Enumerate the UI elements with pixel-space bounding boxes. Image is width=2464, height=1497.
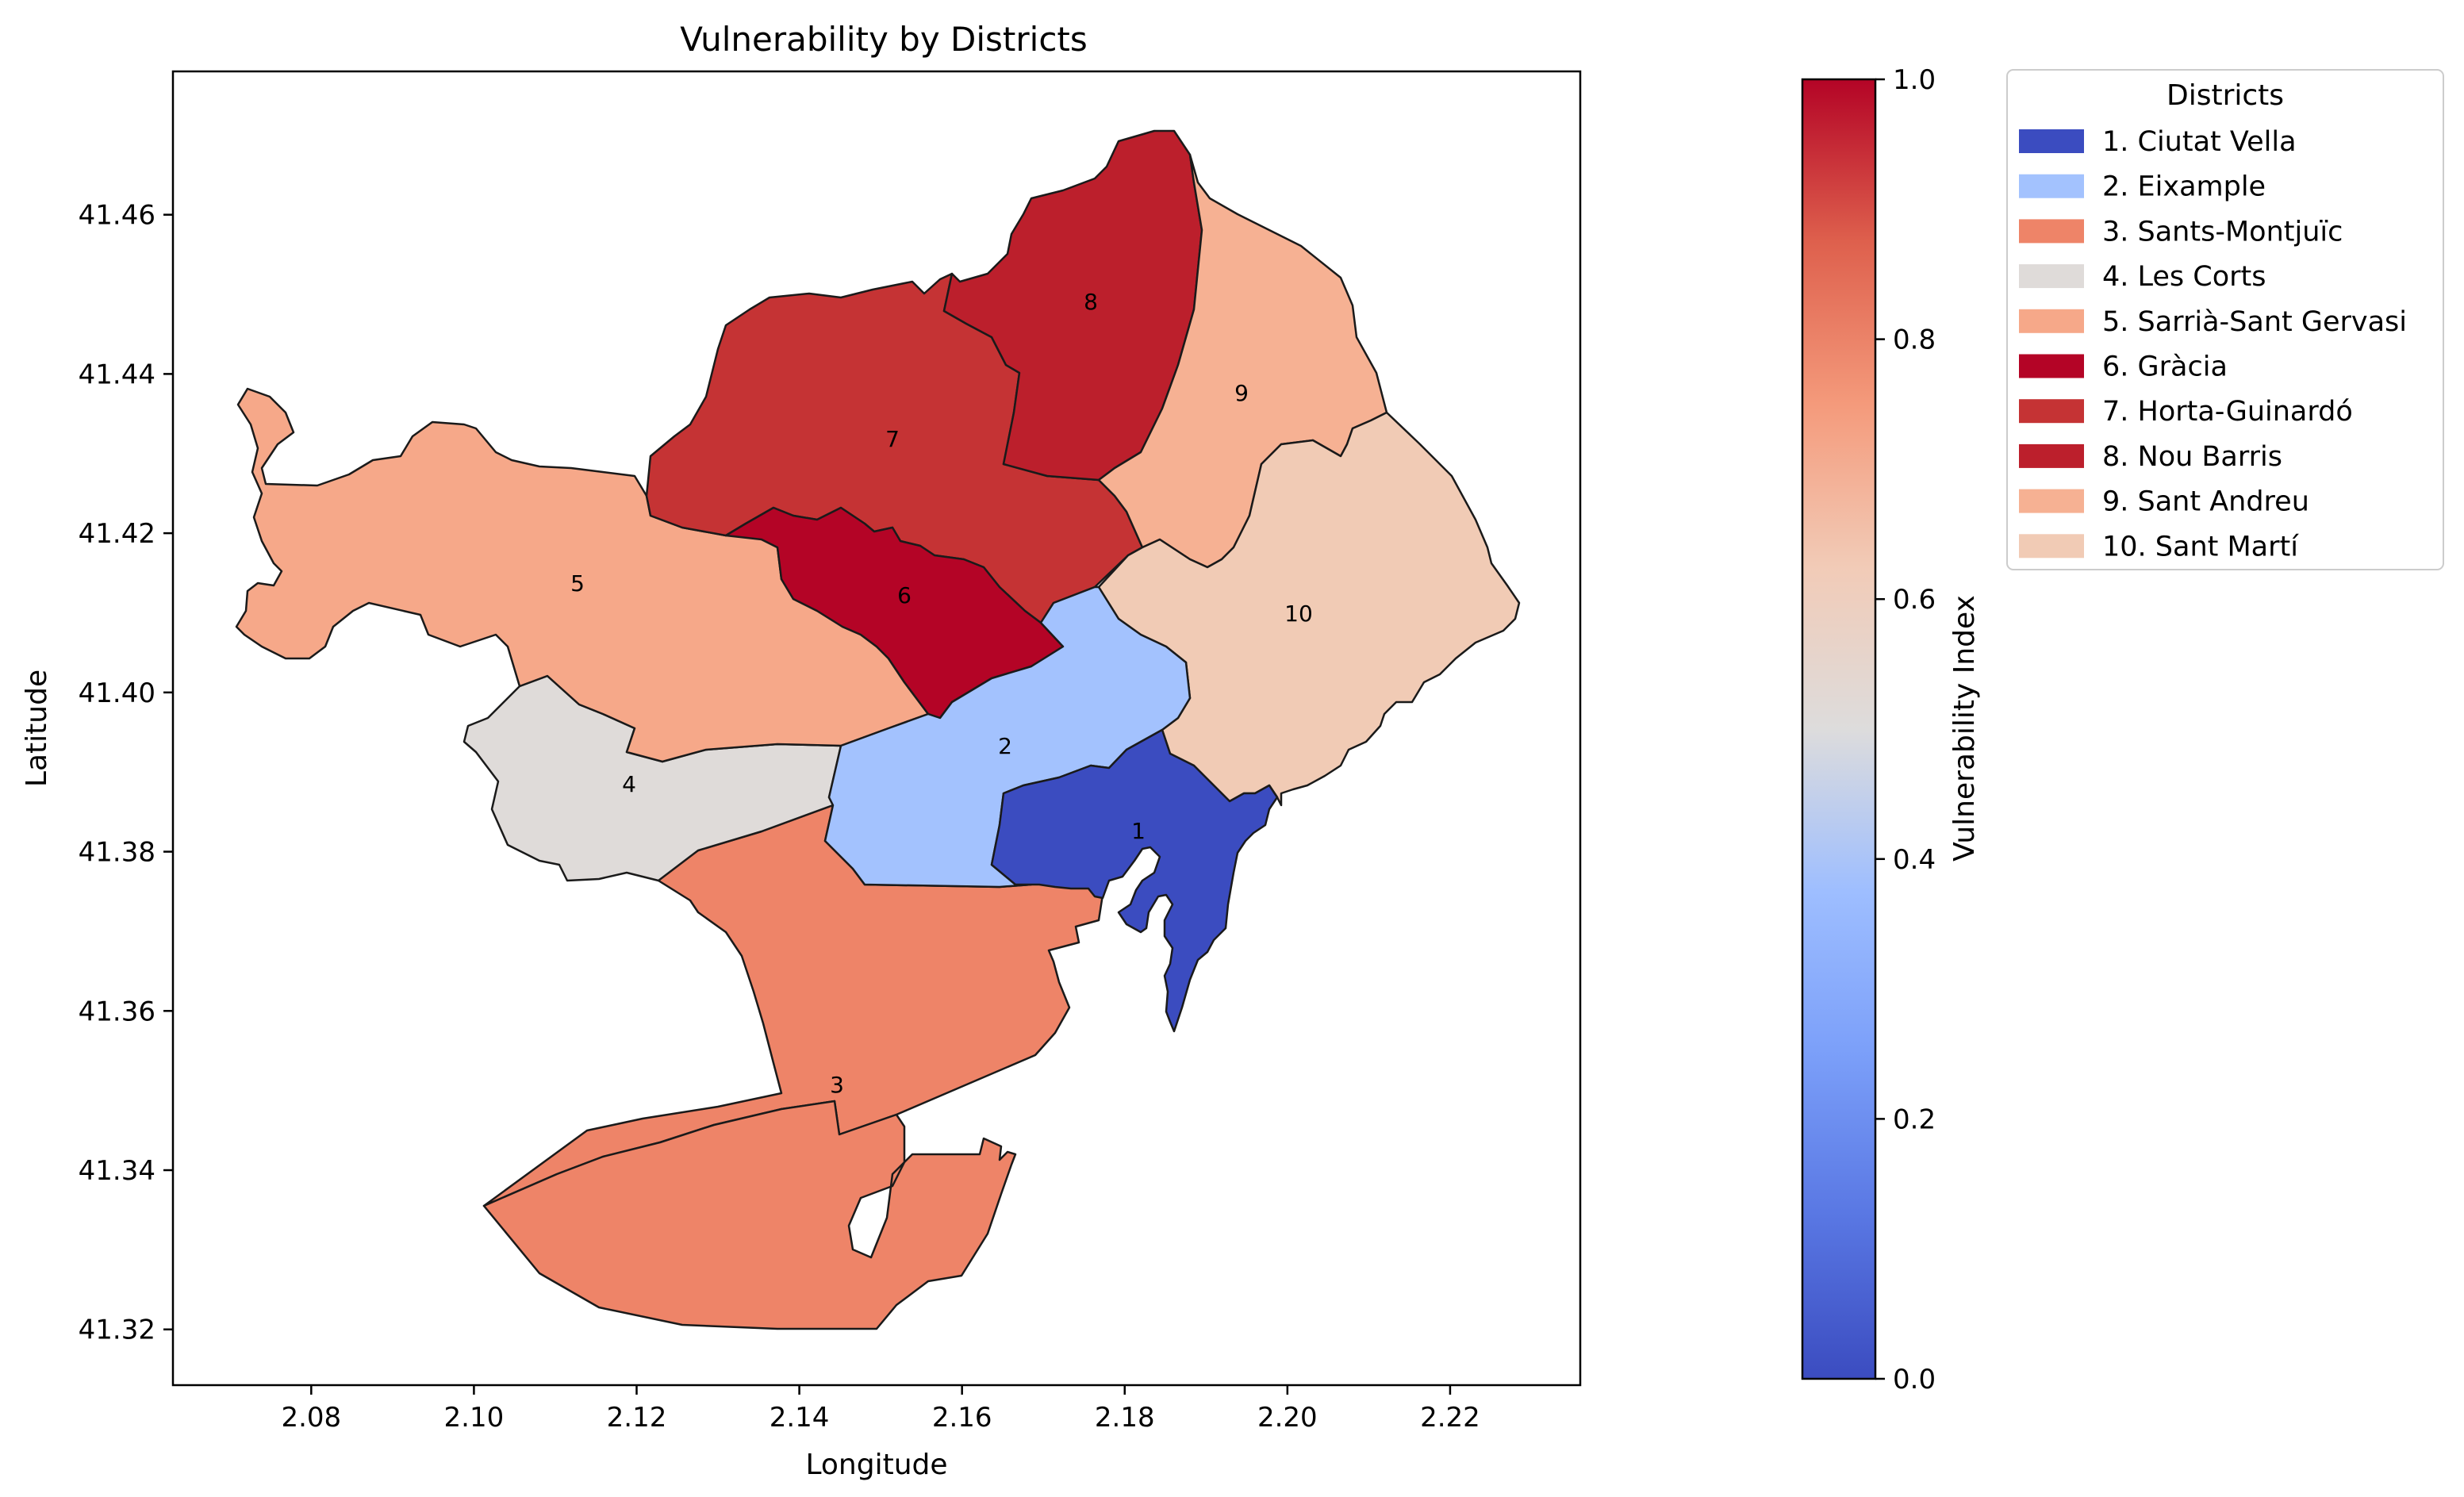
y-tick-label: 41.42 bbox=[79, 518, 155, 550]
district-label-5: 5 bbox=[570, 570, 585, 597]
district-3-port-zone[interactable] bbox=[482, 1100, 1017, 1330]
y-tick-label: 41.44 bbox=[79, 359, 155, 390]
x-tick-label: 2.10 bbox=[444, 1402, 505, 1434]
y-tick-label: 41.36 bbox=[79, 996, 155, 1027]
chart-title: Vulnerability by Districts bbox=[680, 20, 1088, 59]
district-1-ciutat-vella[interactable] bbox=[990, 728, 1279, 1033]
district-labels: 1 2 3 4 5 6 7 8 9 10 bbox=[570, 289, 1313, 1098]
district-label-4: 4 bbox=[622, 771, 636, 797]
colorbar-ticks: 0.0 0.2 0.4 0.6 0.8 1.0 bbox=[1875, 64, 1936, 1395]
legend-swatch-9 bbox=[2019, 489, 2084, 513]
district-label-8: 8 bbox=[1084, 289, 1098, 315]
legend-title: Districts bbox=[2167, 79, 2284, 112]
legend-swatch-8 bbox=[2019, 443, 2084, 468]
x-tick-label: 2.18 bbox=[1095, 1402, 1155, 1434]
district-label-7: 7 bbox=[885, 426, 900, 452]
legend-swatch-3 bbox=[2019, 219, 2084, 244]
legend-entry-1: 1. Ciutat Vella bbox=[2102, 126, 2297, 158]
x-tick-label: 2.16 bbox=[932, 1402, 992, 1434]
x-tick-label: 2.20 bbox=[1257, 1402, 1318, 1434]
legend-entry-3: 3. Sants-Montjuïc bbox=[2102, 216, 2343, 248]
y-axis-label: Latitude bbox=[21, 670, 53, 787]
legend-box bbox=[2006, 69, 2444, 570]
x-tick-label: 2.22 bbox=[1420, 1402, 1480, 1434]
legend-entry-9: 9. Sant Andreu bbox=[2102, 486, 2309, 518]
legend-entry-7: 7. Horta-Guinardó bbox=[2102, 396, 2353, 428]
legend-entry-2: 2. Eixample bbox=[2102, 171, 2266, 203]
legend-swatch-6 bbox=[2019, 354, 2084, 378]
colorbar bbox=[1801, 78, 1877, 1380]
colorbar-label: Vulnerability Index bbox=[1948, 595, 1981, 862]
legend-swatch-7 bbox=[2019, 399, 2084, 424]
legend-entry-6: 6. Gràcia bbox=[2102, 351, 2228, 383]
x-tick-label: 2.08 bbox=[281, 1402, 341, 1434]
y-tick-label: 41.46 bbox=[79, 200, 155, 232]
legend-swatch-10 bbox=[2019, 534, 2084, 558]
colorbar-tick-label: 0.2 bbox=[1893, 1104, 1936, 1135]
district-map bbox=[235, 129, 1521, 1330]
y-tick-label: 41.40 bbox=[79, 677, 155, 709]
colorbar-tick-label: 0.4 bbox=[1893, 844, 1936, 876]
legend: Districts 1. Ciutat Vella 2. Eixample 3. S… bbox=[2006, 69, 2444, 570]
district-label-3: 3 bbox=[830, 1072, 844, 1098]
district-label-6: 6 bbox=[897, 582, 912, 608]
colorbar-tick-label: 0.0 bbox=[1893, 1364, 1936, 1395]
district-label-9: 9 bbox=[1234, 380, 1249, 406]
y-tick-label: 41.38 bbox=[79, 837, 155, 869]
legend-entry-10: 10. Sant Martí bbox=[2102, 531, 2299, 562]
legend-swatch-4 bbox=[2019, 264, 2084, 289]
colorbar-tick-label: 0.8 bbox=[1893, 324, 1936, 356]
legend-items: 1. Ciutat Vella 2. Eixample 3. Sants-Montj… bbox=[2019, 126, 2407, 562]
district-label-2: 2 bbox=[998, 733, 1012, 759]
legend-entry-4: 4. Les Corts bbox=[2102, 261, 2266, 293]
plot-frame bbox=[171, 70, 1582, 1387]
colorbar-tick-label: 1.0 bbox=[1893, 64, 1936, 96]
x-tick-label: 2.14 bbox=[770, 1402, 830, 1434]
y-tick-label: 41.32 bbox=[79, 1315, 155, 1346]
legend-swatch-1 bbox=[2019, 129, 2084, 153]
district-label-10: 10 bbox=[1284, 601, 1313, 627]
y-tick-label: 41.34 bbox=[79, 1155, 155, 1187]
legend-swatch-2 bbox=[2019, 174, 2084, 198]
x-axis-label: Longitude bbox=[805, 1449, 947, 1481]
colorbar-tick-label: 0.6 bbox=[1893, 584, 1936, 616]
legend-swatch-5 bbox=[2019, 309, 2084, 333]
x-tick-label: 2.12 bbox=[607, 1402, 667, 1434]
y-axis-ticks: 41.32 41.34 41.36 41.38 41.40 41.42 41.44 41.46 bbox=[79, 200, 173, 1346]
legend-entry-8: 8. Nou Barris bbox=[2102, 441, 2282, 473]
legend-entry-5: 5. Sarrià-Sant Gervasi bbox=[2102, 306, 2407, 338]
x-axis-ticks: 2.08 2.10 2.12 2.14 2.16 2.18 2.20 2.22 bbox=[281, 1385, 1480, 1434]
district-label-1: 1 bbox=[1131, 818, 1146, 844]
